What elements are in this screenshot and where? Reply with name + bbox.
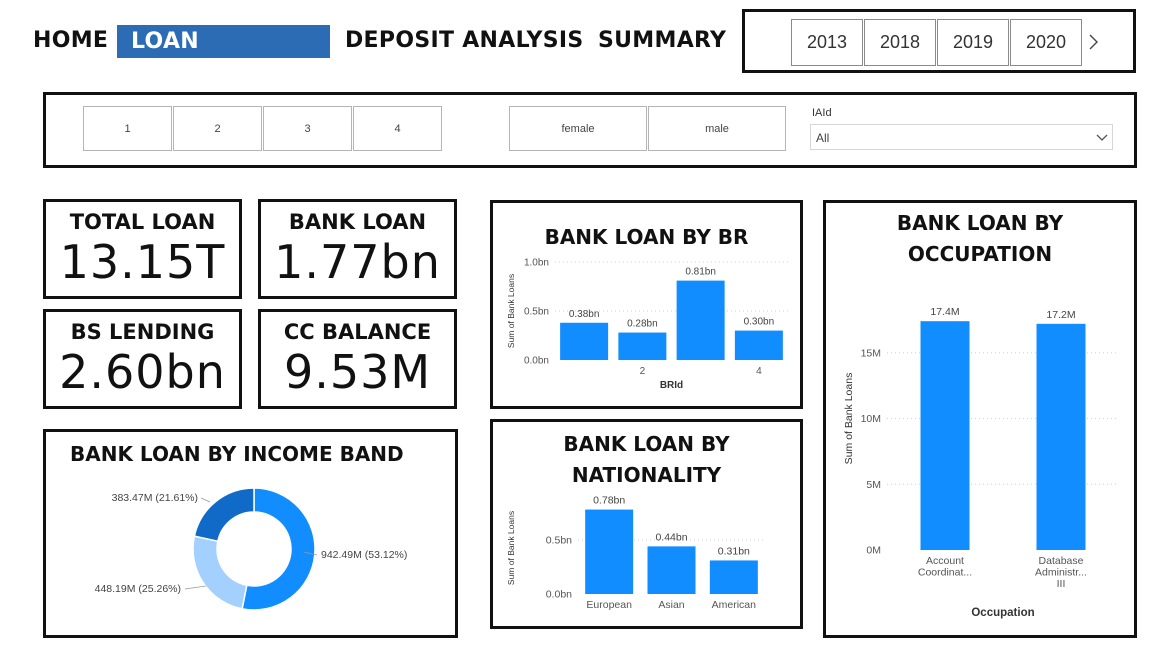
bar [647,546,696,594]
data-label: 0.44bn [655,531,687,543]
chart-title: BANK LOAN BY INCOME BAND [70,442,404,466]
x-tick-label: III [1057,578,1066,590]
x-tick-label: 4 [756,366,762,377]
chart-card-bank-loan-by-occupation: BANK LOAN BY OCCUPATION 0M 5M 10M 15M 17.4M A… [823,200,1137,638]
bar-chart-br: 0.0bn 0.5bn 1.0bn 0.38bn 0.28bn 2 0.81bn 0.30bn… [506,258,788,391]
donut-slice [192,535,248,610]
kpi-value: 2.60bn [59,345,226,399]
bar-chart-nationality: 0.0bn 0.5bn 0.78bn European 0.44bn Asian 0.31b… [506,495,765,611]
bar [709,560,758,594]
x-tick-label: Database [1039,555,1084,567]
chart-card-bank-loan-by-nationality: BANK LOAN BY NATIONALITY 0.0bn 0.5bn 0.78b… [490,419,803,629]
x-tick-label: European [586,599,632,611]
data-label: 383.47M (21.61%) [112,492,198,504]
bar [676,280,725,360]
data-label: 17.4M [930,306,959,318]
kpi-card-bs-lending: BS LENDING 2.60bn [43,309,242,409]
iaid-label: IAId [812,107,832,119]
data-label: 0.78bn [593,495,625,507]
y-tick-label: 0.5bn [546,534,572,546]
x-tick-label: 2 [640,366,646,377]
iaid-dropdown[interactable]: All [810,124,1113,150]
data-label: 0.81bn [685,267,716,278]
data-label: 0.31bn [718,545,750,557]
slicer-button-2[interactable]: 2 [173,106,262,151]
y-axis-label: Sum of Bank Loans [506,511,516,585]
donut-slice [193,487,255,543]
x-axis-label: BRId [660,380,683,391]
y-tick-label: 0.0bn [524,356,549,367]
chevron-down-icon [1094,129,1110,150]
y-axis-label: Sum of Bank Loans [843,373,855,465]
kpi-title: BANK LOAN [288,210,427,234]
chart-card-bank-loan-by-br: BANK LOAN BY BR 0.0bn 0.5bn 1.0bn 0.38bn 0.2… [490,200,803,409]
bar [618,332,667,360]
nav-home[interactable]: HOME [33,28,109,53]
kpi-value: 1.77bn [274,235,441,289]
y-tick-label: 10M [861,413,881,425]
filter-panel: 1 2 3 4 female male IAId All [43,92,1137,168]
year-slicer: 2013 2018 2019 2020 [742,9,1136,73]
x-axis-label: Occupation [971,607,1034,619]
iaid-dropdown-value: All [816,131,830,145]
y-tick-label: 5M [866,479,881,491]
kpi-card-cc-balance: CC BALANCE 9.53M [258,309,457,409]
year-button-2013[interactable]: 2013 [791,19,863,66]
y-tick-label: 1.0bn [524,258,549,269]
bar [585,509,634,594]
bar [920,321,970,550]
chart-title: BANK LOAN BY NATIONALITY [563,432,730,487]
chart-title: BANK LOAN BY OCCUPATION [896,211,1064,266]
leader-line [303,551,318,556]
data-label: 942.49M (53.12%) [321,549,407,561]
year-button-2019[interactable]: 2019 [937,19,1009,66]
chart-title: BANK LOAN BY BR [544,225,749,249]
kpi-title: TOTAL LOAN [69,210,216,234]
x-tick-label: Administr... [1035,567,1087,579]
slicer-button-male[interactable]: male [648,106,786,151]
year-button-2018[interactable]: 2018 [864,19,936,66]
kpi-card-total-loan: TOTAL LOAN 13.15T [43,199,242,299]
data-label: 0.38bn [569,309,600,320]
slicer-button-4[interactable]: 4 [353,106,442,151]
kpi-value: 9.53M [283,345,432,399]
y-axis-label: Sum of Bank Loans [506,274,516,348]
bar [1036,323,1086,550]
leader-line [200,497,211,503]
slicer-button-3[interactable]: 3 [263,106,352,151]
y-tick-label: 0.5bn [524,307,549,318]
year-button-2020[interactable]: 2020 [1010,19,1082,66]
slicer-button-female[interactable]: female [509,106,647,151]
y-tick-label: 0.0bn [546,589,572,601]
leader-line [184,585,207,590]
chevron-right-icon[interactable] [1086,28,1102,56]
donut-slice [241,487,316,611]
donut-chart-income-band: 942.49M (53.12%) 448.19M (25.26%) 383.47M … [95,487,407,611]
kpi-title: CC BALANCE [283,320,432,344]
x-tick-label: Asian [658,599,684,611]
data-label: 0.28bn [627,319,658,330]
y-tick-label: 0M [866,545,881,557]
data-label: 0.30bn [744,317,775,328]
kpi-title: BS LENDING [70,320,215,344]
nav-loan-analysis[interactable]: LOAN ANALYSIS [117,25,330,84]
y-tick-label: 15M [861,347,881,359]
chart-card-bank-loan-by-income-band: BANK LOAN BY INCOME BAND 942.49M (53.12%… [43,429,458,638]
nav-deposit-analysis[interactable]: DEPOSIT ANALYSIS [345,28,584,53]
bar [560,322,609,360]
nav-summary[interactable]: SUMMARY [598,28,727,53]
x-tick-label: American [712,599,757,611]
kpi-value: 13.15T [59,235,226,289]
data-label: 17.2M [1046,309,1075,321]
bar [734,330,783,360]
kpi-card-bank-loan: BANK LOAN 1.77bn [258,199,457,299]
x-tick-label: Coordinat... [918,567,972,579]
data-label: 448.19M (25.26%) [95,583,181,595]
x-tick-label: Account [926,555,964,567]
slicer-button-1[interactable]: 1 [83,106,172,151]
